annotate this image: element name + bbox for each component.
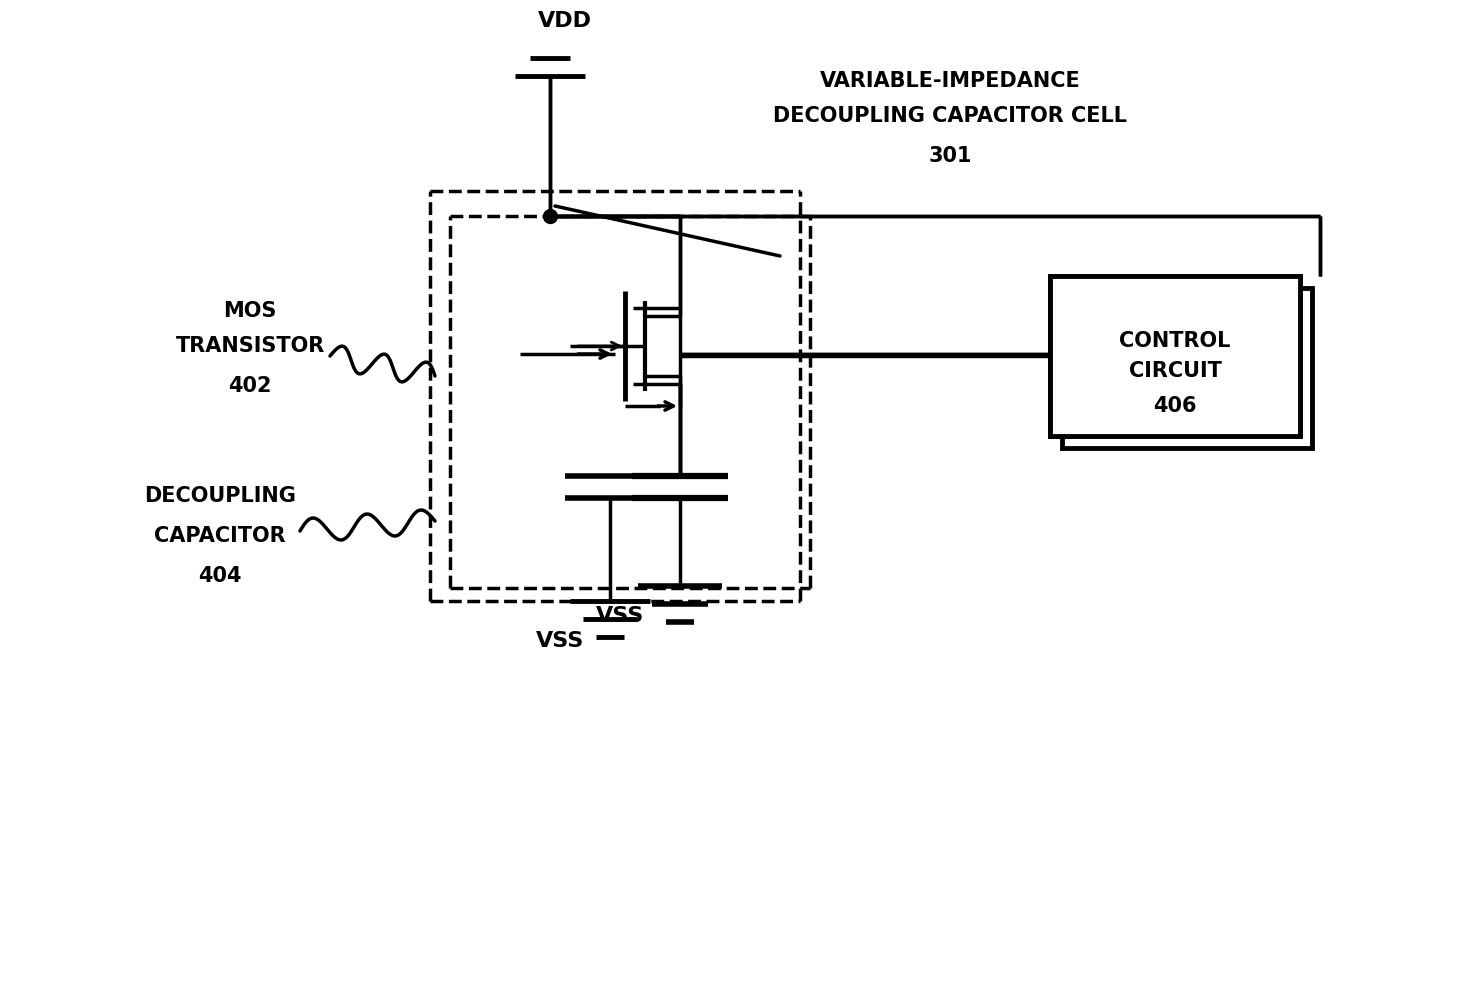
Text: 402: 402 <box>228 376 271 396</box>
Text: VSS: VSS <box>596 606 644 626</box>
FancyBboxPatch shape <box>1062 288 1312 448</box>
Text: DECOUPLING CAPACITOR CELL: DECOUPLING CAPACITOR CELL <box>773 106 1127 126</box>
Text: CAPACITOR: CAPACITOR <box>154 526 286 546</box>
Text: 406: 406 <box>1154 396 1197 416</box>
Text: VSS: VSS <box>535 631 584 651</box>
Text: 301: 301 <box>928 146 971 166</box>
Text: TRANSISTOR: TRANSISTOR <box>175 336 325 356</box>
FancyBboxPatch shape <box>1050 276 1301 436</box>
FancyBboxPatch shape <box>1050 276 1301 436</box>
Text: VARIABLE-IMPEDANCE: VARIABLE-IMPEDANCE <box>820 71 1081 91</box>
Text: CIRCUIT: CIRCUIT <box>1129 361 1222 381</box>
Text: 404: 404 <box>199 566 242 586</box>
Text: DECOUPLING: DECOUPLING <box>144 486 297 506</box>
Text: CONTROL: CONTROL <box>1120 331 1231 351</box>
Text: VDD: VDD <box>538 11 592 31</box>
Text: MOS: MOS <box>224 301 277 321</box>
